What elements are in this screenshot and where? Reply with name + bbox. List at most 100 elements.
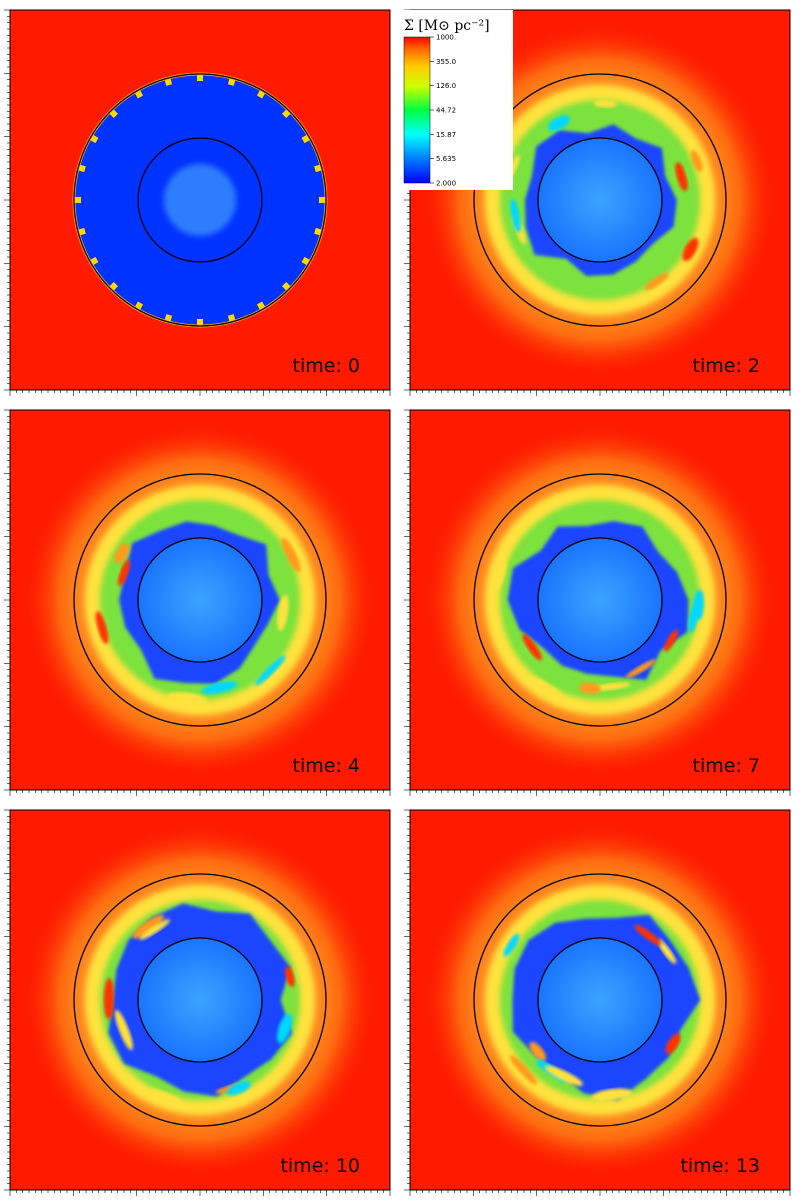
colorbar-tick-label: 1000.: [436, 34, 456, 42]
inner-boundary-circle: [137, 937, 263, 1063]
outer-boundary-circle: [73, 73, 327, 327]
rim-notch: [314, 164, 322, 173]
rim-notch: [197, 75, 203, 81]
filament: [682, 237, 699, 262]
colorbar-tick-label: 5.635: [436, 155, 456, 163]
colorbar-tick-label: 126.0: [436, 82, 456, 90]
colorbar-gradient: [403, 36, 431, 184]
inner-disk: [538, 938, 662, 1062]
rim-notch: [227, 314, 236, 322]
rim-notch: [109, 109, 118, 118]
colorbar-title: Σ [M⊙ pc⁻²]: [404, 18, 490, 34]
axis-ticks: [404, 409, 791, 796]
panel-5: time: 13: [404, 809, 791, 1196]
colorbar-tick-label: 15.87: [436, 131, 456, 139]
colorbar: Σ [M⊙ pc⁻²] 1000. 355.0 126.0 44.72 15.87 5.6…: [398, 10, 513, 190]
filament: [634, 924, 662, 946]
panel-3: time: 7: [404, 409, 791, 796]
rim-notch: [109, 282, 118, 291]
inner-boundary-circle: [537, 137, 663, 263]
filament: [179, 699, 200, 708]
filament: [277, 1013, 293, 1044]
panel-0: time: 0: [4, 9, 391, 396]
filament: [547, 115, 570, 132]
filament: [522, 634, 542, 661]
colorbar-tick-label: 2.000: [436, 180, 456, 188]
inner-disk: [538, 138, 662, 262]
filament: [675, 162, 688, 192]
filament: [255, 655, 286, 686]
rim-notch: [78, 227, 86, 236]
filament: [509, 1055, 537, 1085]
outer-boundary-circle: [473, 873, 727, 1127]
filament: [690, 150, 703, 172]
rim-notch: [90, 134, 99, 144]
rim-notch: [301, 256, 310, 266]
filament: [139, 919, 170, 940]
filament: [529, 1042, 547, 1061]
filament: [285, 966, 295, 987]
filament: [503, 933, 520, 957]
panel-2: time: 4: [4, 409, 391, 796]
filament: [657, 939, 677, 964]
outer-boundary-circle: [473, 473, 727, 727]
filament: [281, 537, 301, 573]
filament: [114, 543, 130, 564]
inner-disk: [538, 538, 662, 662]
inner-boundary-circle: [137, 137, 263, 263]
filament: [114, 1009, 133, 1051]
filament: [663, 629, 678, 652]
axis-ticks: [4, 9, 391, 396]
filament: [644, 272, 669, 291]
rim-notch: [314, 227, 322, 236]
time-label: time: 13: [680, 1155, 760, 1177]
filament: [591, 682, 631, 691]
rim-notch: [301, 134, 310, 144]
rim-notch: [197, 319, 203, 325]
rim-notch: [164, 314, 173, 322]
inner-boundary-circle: [137, 537, 263, 663]
inner-disk: [138, 938, 262, 1062]
outer-boundary-circle: [73, 473, 327, 727]
rim-notch: [90, 256, 99, 266]
filament: [544, 1065, 583, 1086]
filament: [579, 682, 601, 695]
rim-notch: [164, 78, 173, 86]
filament: [132, 914, 165, 939]
inner-boundary-circle: [537, 537, 663, 663]
axis-ticks: [404, 809, 791, 1196]
rim-notch: [134, 90, 144, 99]
panel-4: time: 10: [4, 809, 391, 1196]
center-glow: [164, 164, 236, 236]
rim-notch: [282, 109, 291, 118]
rim-notch: [319, 197, 325, 203]
filament: [277, 594, 289, 632]
outer-boundary-circle: [73, 873, 327, 1127]
rim-notch: [75, 197, 81, 203]
filament: [167, 692, 208, 705]
rim-notch: [134, 301, 144, 310]
filament: [103, 978, 115, 1020]
axis-ticks: [4, 809, 391, 1196]
inner-disk: [138, 538, 262, 662]
time-label: time: 0: [293, 355, 360, 377]
rim-notch: [282, 282, 291, 291]
filament: [226, 1081, 251, 1096]
filament: [593, 100, 617, 108]
rim-notch: [256, 301, 266, 310]
filament: [118, 559, 131, 587]
filament: [688, 602, 699, 633]
filament: [625, 659, 657, 679]
rim-notch: [227, 78, 236, 86]
time-label: time: 2: [693, 355, 760, 377]
time-label: time: 10: [280, 1155, 360, 1177]
colorbar-tick-label: 44.72: [436, 107, 456, 115]
colorbar-tick-label: 355.0: [436, 58, 456, 66]
filament: [201, 681, 238, 695]
filament: [148, 1089, 182, 1104]
time-label: time: 7: [693, 755, 760, 777]
filament: [494, 558, 507, 591]
rim-notch: [256, 90, 266, 99]
filament: [510, 198, 521, 233]
outer-boundary-circle: [473, 73, 727, 327]
